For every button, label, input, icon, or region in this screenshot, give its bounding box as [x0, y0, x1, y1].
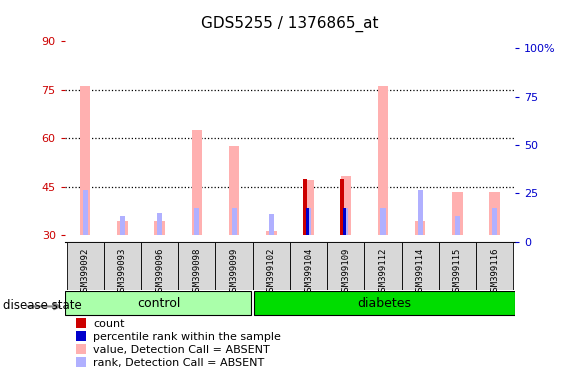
Bar [157, 213, 162, 235]
Text: GSM399093: GSM399093 [118, 248, 127, 296]
Title: GDS5255 / 1376865_at: GDS5255 / 1376865_at [201, 16, 379, 32]
Bar [378, 86, 388, 235]
Text: GSM399098: GSM399098 [193, 248, 202, 296]
Bar [290, 242, 327, 290]
Text: GSM399102: GSM399102 [267, 248, 276, 296]
Bar [269, 214, 274, 235]
Bar [231, 208, 236, 235]
Text: GSM399115: GSM399115 [453, 248, 462, 296]
Bar [194, 208, 199, 235]
Bar [343, 208, 346, 235]
Bar [229, 146, 239, 235]
Text: GSM399096: GSM399096 [155, 248, 164, 296]
Bar [306, 208, 311, 235]
Bar [83, 190, 88, 235]
Bar [327, 242, 364, 290]
Bar [306, 208, 309, 235]
Bar [80, 86, 91, 235]
Bar [452, 192, 463, 235]
Bar [381, 208, 386, 235]
Text: GSM399112: GSM399112 [378, 248, 387, 296]
Bar [489, 192, 500, 235]
Bar [253, 242, 290, 290]
Bar [340, 179, 345, 235]
Bar [343, 208, 348, 235]
Bar [303, 180, 314, 235]
Text: diabetes: diabetes [357, 297, 411, 310]
Text: GSM399099: GSM399099 [230, 248, 239, 296]
Bar [178, 242, 216, 290]
Bar [66, 242, 104, 290]
Bar [415, 221, 426, 235]
Text: control: control [137, 297, 180, 310]
Bar [141, 242, 178, 290]
Bar [439, 242, 476, 290]
Text: percentile rank within the sample: percentile rank within the sample [93, 332, 281, 342]
Bar [266, 230, 276, 235]
Bar [120, 216, 125, 235]
Bar [191, 130, 202, 235]
Text: GSM399114: GSM399114 [415, 248, 425, 296]
Text: GSM399116: GSM399116 [490, 248, 499, 296]
Text: count: count [93, 319, 124, 329]
Bar [65, 291, 251, 316]
Text: GSM399104: GSM399104 [304, 248, 313, 296]
Bar [341, 175, 351, 235]
Bar [254, 291, 515, 316]
Text: value, Detection Call = ABSENT: value, Detection Call = ABSENT [93, 345, 270, 355]
Bar [117, 221, 128, 235]
Bar [302, 179, 307, 235]
Text: GSM399092: GSM399092 [81, 248, 90, 296]
Bar [418, 190, 423, 235]
Bar [492, 208, 497, 235]
Bar [401, 242, 439, 290]
Bar [476, 242, 513, 290]
Bar [364, 242, 401, 290]
Bar [154, 221, 165, 235]
Bar [104, 242, 141, 290]
Text: disease state: disease state [3, 299, 82, 312]
Bar [455, 216, 460, 235]
Bar [216, 242, 253, 290]
Text: GSM399109: GSM399109 [341, 248, 350, 296]
Text: rank, Detection Call = ABSENT: rank, Detection Call = ABSENT [93, 358, 264, 368]
